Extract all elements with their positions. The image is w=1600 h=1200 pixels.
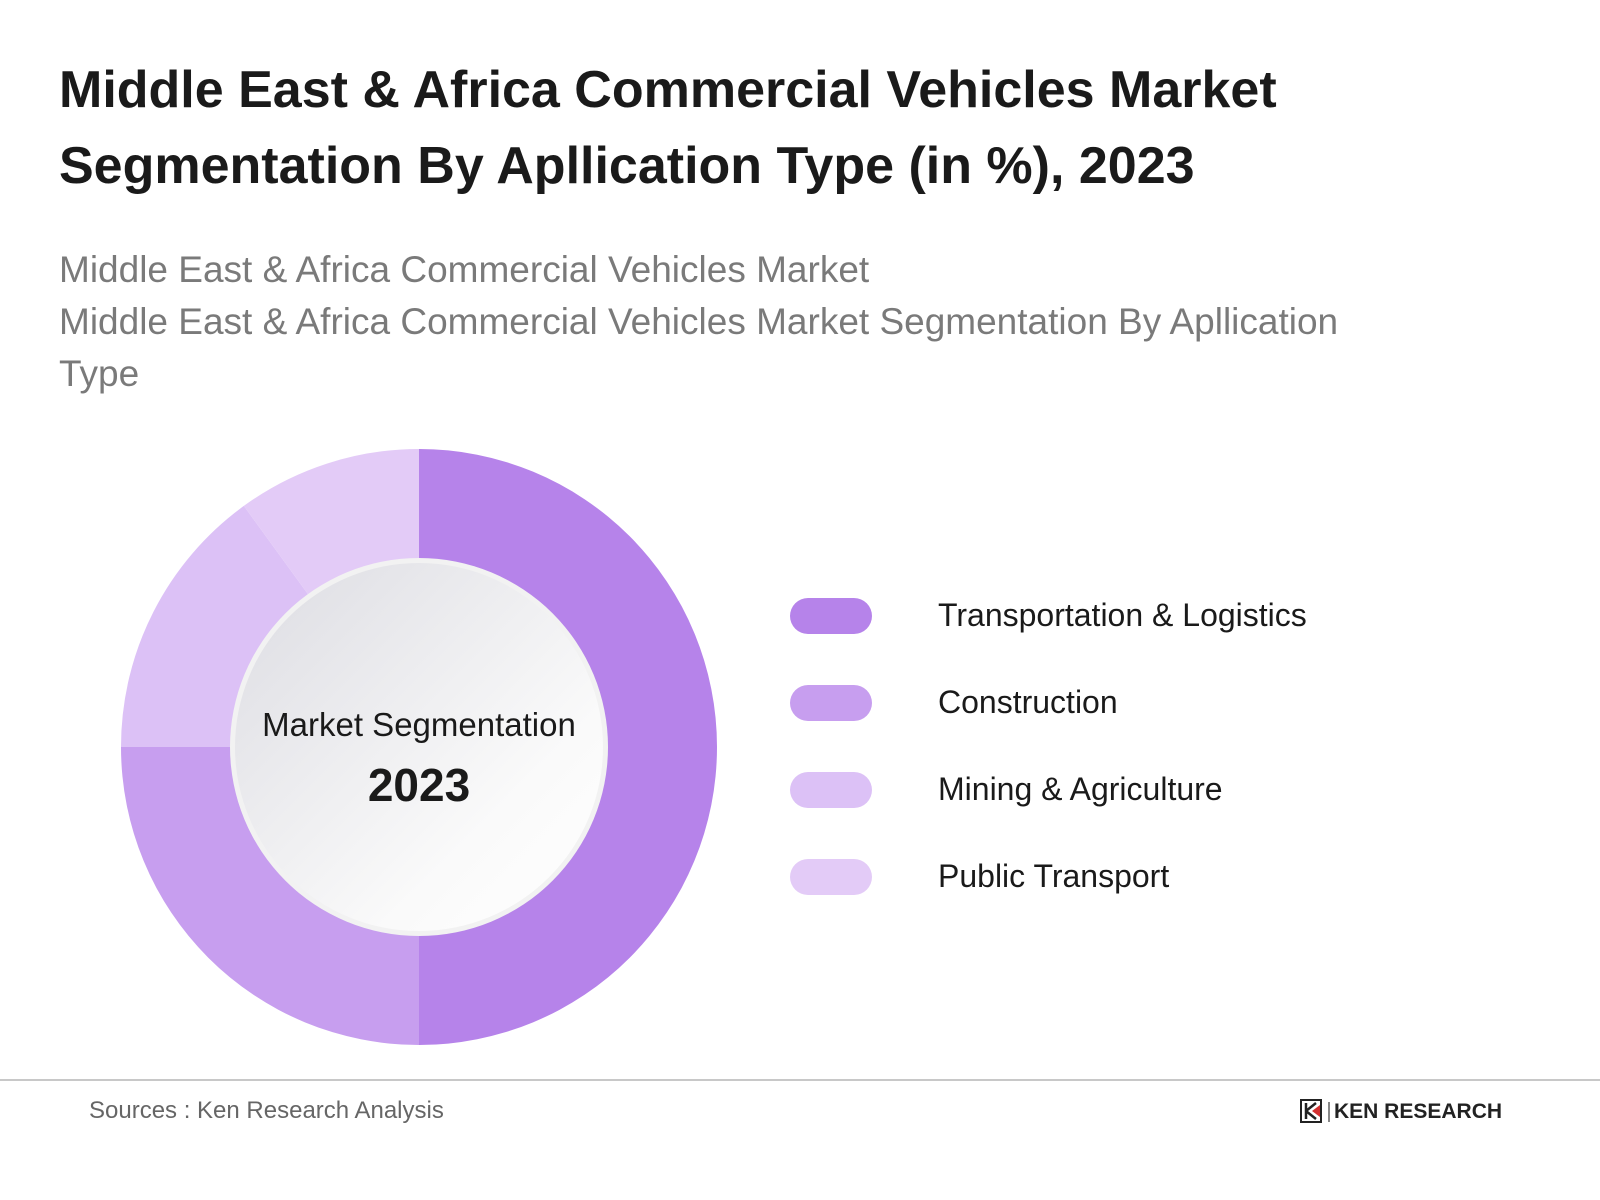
chart-subtitle: Middle East & Africa Commercial Vehicles… xyxy=(59,244,1439,400)
ken-logo-icon xyxy=(1300,1099,1322,1123)
legend-swatch xyxy=(790,771,872,808)
legend-label: Construction xyxy=(938,684,1118,720)
legend-swatch xyxy=(790,684,872,721)
subtitle-line: Middle East & Africa Commercial Vehicles… xyxy=(59,301,1339,342)
legend-item: Construction xyxy=(790,659,1307,746)
center-value: 2023 xyxy=(367,759,471,811)
legend-item: Public Transport xyxy=(790,833,1307,920)
legend-label: Transportation & Logistics xyxy=(938,597,1307,633)
chart-title-line: Middle East & Africa Commercial Vehicles… xyxy=(59,61,1277,119)
legend-label: Mining & Agriculture xyxy=(938,771,1223,807)
legend-swatch xyxy=(790,597,872,634)
subtitle-line: Type xyxy=(59,353,140,394)
chart-title-line: Segmentation By Apllication Type (in %),… xyxy=(59,137,1195,195)
subtitle-line: Middle East & Africa Commercial Vehicles… xyxy=(59,249,870,290)
chart-title: Middle East & Africa Commercial Vehicles… xyxy=(59,52,1459,204)
legend-item: Transportation & Logistics xyxy=(790,572,1307,659)
legend: Transportation & Logistics Construction Mi… xyxy=(790,572,1307,920)
legend-swatch xyxy=(790,858,872,895)
source-note: Sources : Ken Research Analysis xyxy=(89,1097,444,1124)
legend-item: Mining & Agriculture xyxy=(790,746,1307,833)
logo-divider xyxy=(1328,1102,1330,1122)
footer-divider xyxy=(0,1079,1600,1081)
center-circle xyxy=(235,563,603,931)
center-label: Market Segmentation xyxy=(262,706,576,743)
donut-slice xyxy=(121,747,419,1045)
legend-label: Public Transport xyxy=(938,858,1170,894)
ken-research-logo: KEN RESEARCH xyxy=(1300,1099,1502,1125)
logo-text: KEN RESEARCH xyxy=(1334,1100,1503,1123)
